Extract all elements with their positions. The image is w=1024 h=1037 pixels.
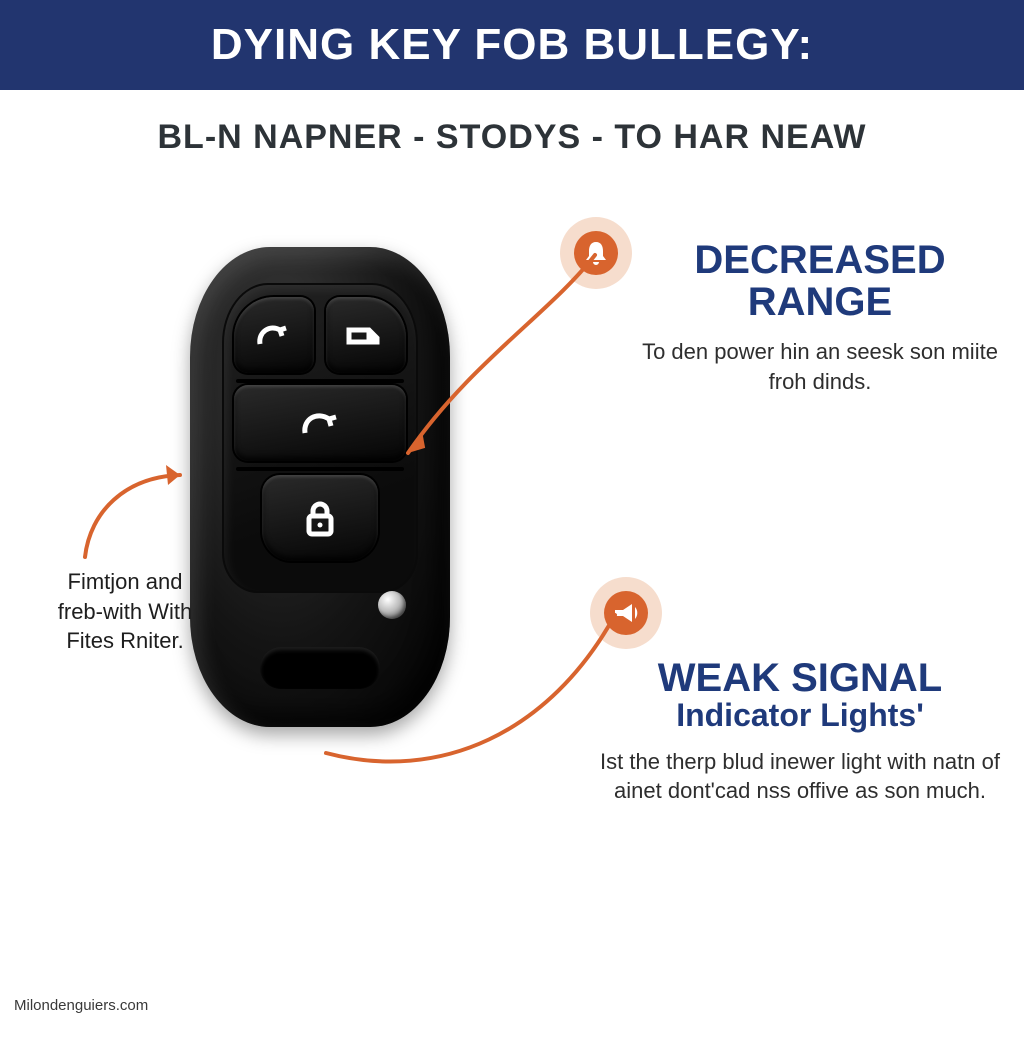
page-title: DYING KEY FOB BULLEGY: [211, 20, 813, 70]
divider [236, 467, 404, 471]
fob-button-unlock [234, 297, 314, 373]
fob-button-lock [262, 475, 378, 561]
callout-weak-signal: WEAK SIGNAL Indicator Lights' Ist the th… [600, 657, 1000, 806]
unlock-icon [297, 405, 343, 441]
fob-button-unlock-wide [234, 385, 406, 461]
connector-signal [320, 613, 620, 813]
title-line: DECREASED [694, 238, 945, 282]
fob-button-trunk [326, 297, 406, 373]
unlock-icon [254, 318, 294, 352]
callout-body: To den power hin an seesk son miite froh… [640, 337, 1000, 396]
connector-left [70, 457, 200, 577]
trunk-icon [345, 320, 387, 350]
divider [236, 379, 404, 383]
callout-subtitle: Indicator Lights' [600, 699, 1000, 733]
left-note-text: Fimtjon and freb-with With Fites Rniter. [58, 569, 192, 653]
callout-body: Ist the therp blud inewer light with nat… [600, 747, 1000, 806]
callout-title: WEAK SIGNAL [600, 657, 1000, 699]
watermark: Milondenguiers.com [14, 997, 148, 1014]
callout-decreased-range: DECREASED RANGE To den power hin an sees… [640, 239, 1000, 396]
header-bar: DYING KEY FOB BULLEGY: [0, 0, 1024, 90]
connector-range [400, 253, 600, 463]
lock-icon [303, 498, 337, 538]
subtitle: BL-N NAPNER - STODYS - TO HAR NEAW [0, 118, 1024, 157]
infographic-canvas: Fimtjon and freb-with With Fites Rniter.… [0, 157, 1024, 1037]
fob-button-panel [222, 283, 418, 593]
title-line: RANGE [748, 280, 892, 324]
left-note: Fimtjon and freb-with With Fites Rniter. [50, 567, 200, 656]
callout-title: DECREASED RANGE [640, 239, 1000, 323]
